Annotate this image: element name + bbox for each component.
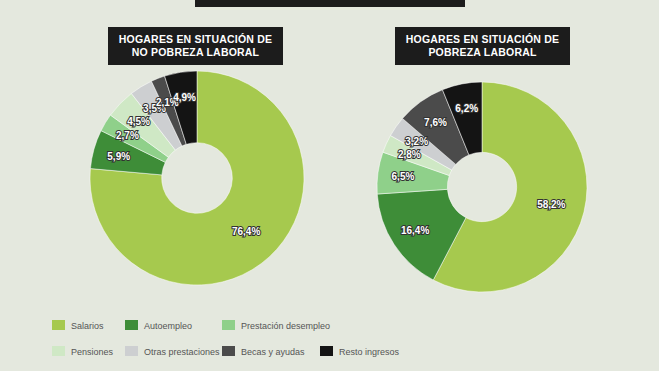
legend-swatch [222,320,235,330]
chart-title: HOGARES EN SITUACIÓN DE NO POBREZA LABOR… [108,27,283,65]
legend-label: Prestación desempleo [241,321,330,331]
data-label: 4,9% [173,92,196,103]
donut: 58,2% 16,4% 6,5% 2,8% 3,2% 7,6% 6,2% [377,82,587,292]
legend-label: Otras prestaciones [144,347,220,357]
legend-item: Becas y ayudas [222,346,305,357]
chart-title: HOGARES EN SITUACIÓN DE POBREZA LABORAL [395,27,570,65]
legend-item: Autoempleo [125,320,192,331]
slice [442,82,482,155]
legend-item: Pensiones [52,346,114,357]
legend: Salarios Autoempleo Prestación desempleo Pe… [52,320,400,357]
slice [90,71,304,285]
legend-swatch [320,346,333,356]
legend-swatch [125,346,138,356]
data-label: 16,4% [401,225,429,236]
legend-swatch [125,320,138,330]
data-label: 58,2% [537,199,565,210]
donut: 76,4%5,9%2,7%4,5%3,5%2,1%4,9% [90,71,304,285]
data-label: 7,6% [424,117,447,128]
data-label: 76,4% [232,226,260,237]
slice [433,82,587,292]
data-label: 6,2% [455,103,478,114]
legend-label: Salarios [71,321,104,331]
header-bar [195,0,465,7]
slice [377,189,466,280]
legend-label: Resto ingresos [339,347,400,357]
data-label: 3,2% [405,136,428,147]
legend-label: Becas y ayudas [241,347,305,357]
data-label: 4,5% [127,116,150,127]
legend-item: Salarios [52,320,104,331]
legend-swatch [52,346,65,356]
legend-label: Pensiones [71,347,114,357]
data-label: 6,5% [392,171,415,182]
page: 76,4%5,9%2,7%4,5%3,5%2,1%4,9%SalariosAut… [0,0,659,371]
legend-item: Resto ingresos [320,346,400,357]
data-label: 2,8% [398,149,421,160]
data-label: 5,9% [107,151,130,162]
legend-swatch [52,320,65,330]
legend-item: Otras prestaciones [125,346,220,357]
data-label: 2,7% [116,130,139,141]
legend-swatch [222,346,235,356]
legend-item: Prestación desempleo [222,320,330,331]
legend-label: Autoempleo [144,321,192,331]
